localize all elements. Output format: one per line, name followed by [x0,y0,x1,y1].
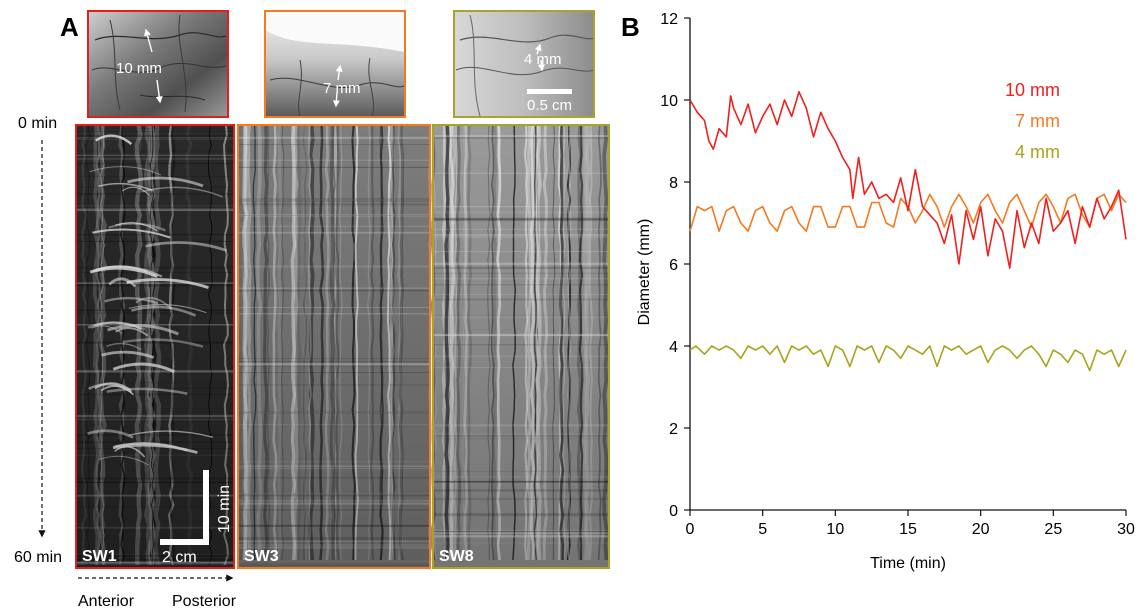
panel-b-letter: B [621,12,640,42]
x-axis-label: Time (min) [870,555,946,572]
y-axis-label: Diameter (mm) [636,219,653,326]
x-tick-label: 30 [1117,521,1135,538]
photo-4mm-frame [453,10,595,118]
legend-entry-10-mm: 10 mm [1005,80,1060,100]
kymo-sw1-frame [75,124,235,569]
x-tick-label: 0 [686,521,695,538]
diameter-chart: 0 2 4 6 8 10 12 0 5 10 15 20 25 30 Time (min) Diameter … [636,11,1135,572]
legend-entry-7-mm: 7 mm [1015,111,1060,131]
kymo-sw3-frame [237,124,431,569]
series-line-4-mm [689,345,1127,372]
panel-a-letter: A [60,12,79,42]
photo-10mm-label: 10 mm [116,60,162,77]
y-tick-label: 2 [669,421,678,438]
x-tick-label: 10 [826,521,844,538]
kymo-scale-bar: 10 min 2 cm [160,470,233,566]
x-tick-label: 25 [1044,521,1062,538]
time-start-label: 0 min [18,115,57,132]
y-tick-label: 4 [669,339,678,356]
series-line-7-mm [689,193,1127,232]
kymo-sw8-label: SW8 [439,548,474,565]
y-tick-label: 6 [669,257,678,274]
series-line-10-mm [689,91,1127,269]
photo-7mm: 7 mm [264,10,406,118]
kymo-texture-3 [430,124,609,570]
kymo-sw3-label: SW3 [244,548,279,565]
posterior-label: Posterior [172,593,237,610]
photo-10mm-frame [87,10,229,118]
photo-10mm: 10 mm [87,10,229,118]
photo-scale-label: 0.5 cm [527,97,572,114]
y-tick-label: 0 [669,503,678,520]
y-tick-label: 8 [669,175,678,192]
kymo-scale-space-label: 2 cm [162,549,197,566]
x-tick-label: 20 [972,521,990,538]
x-tick-label: 5 [758,521,767,538]
kymo-texture-2 [237,124,432,568]
y-tick-label: 12 [660,11,678,28]
x-tick-label: 15 [899,521,917,538]
kymographs [76,124,609,570]
kymo-scale-time-label: 10 min [216,485,233,533]
anterior-label: Anterior [78,593,135,610]
kymo-texture-1 [76,124,234,568]
time-end-label: 60 min [14,549,62,566]
photo-7mm-label: 7 mm [323,80,361,97]
photo-4mm: 4 mm 0.5 cm [453,10,595,118]
photo-4mm-label: 4 mm [524,51,562,68]
photo-scale-bar [527,89,572,94]
photo-7mm-frame [264,10,406,118]
y-tick-label: 10 [660,93,678,110]
kymo-sw8-frame [432,124,610,569]
legend-entry-4-mm: 4 mm [1015,142,1060,162]
kymo-sw1-label: SW1 [82,548,117,565]
